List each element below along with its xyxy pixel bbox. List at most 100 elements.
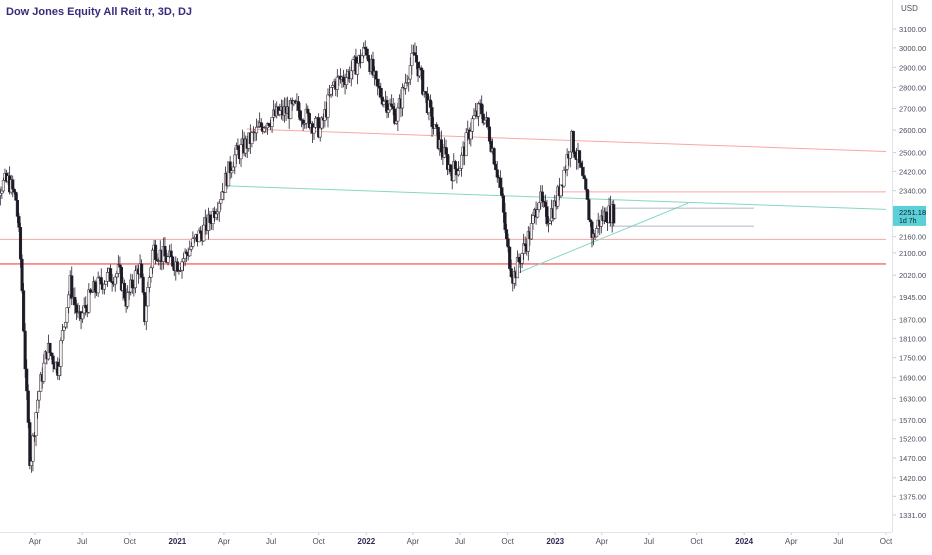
y-tick-label: 3100.00 <box>899 25 926 34</box>
candle-down <box>123 283 126 298</box>
candle-down <box>75 305 78 313</box>
candle-up <box>251 133 254 144</box>
candle-down <box>94 282 97 292</box>
candle-down <box>421 70 424 94</box>
candle-up <box>319 128 322 137</box>
currency-label: USD <box>901 4 918 13</box>
candle-up <box>536 210 539 217</box>
candle-up <box>240 145 243 159</box>
price-axis: USD3100.003000.002900.002800.002700.0026… <box>892 4 926 520</box>
y-tick-label: 1630.00 <box>899 395 926 404</box>
candle-up <box>313 127 316 133</box>
candle-down <box>27 391 30 423</box>
candle-down <box>299 110 302 119</box>
candle-up <box>459 168 462 170</box>
candle-down <box>50 353 53 356</box>
candle-up <box>67 295 70 308</box>
candle-up <box>88 290 91 312</box>
resistance-line[interactable] <box>247 129 886 152</box>
time-axis-border <box>0 532 892 533</box>
candle-down <box>505 230 508 239</box>
candle-down <box>260 123 263 127</box>
candle-up <box>188 249 191 255</box>
candle-down <box>425 91 428 93</box>
candle-up <box>60 341 63 367</box>
candle-down <box>379 88 382 97</box>
y-tick-label: 3000.00 <box>899 44 926 53</box>
y-tick-label: 2500.00 <box>899 149 926 158</box>
candle-down <box>415 55 418 62</box>
candle-up <box>532 216 535 224</box>
candle-down <box>501 188 504 196</box>
candle-down <box>581 167 584 175</box>
candle-down <box>494 164 497 170</box>
candle-down <box>170 251 173 257</box>
chart-title: Dow Jones Equity All Reit tr, 3D, DJ <box>6 6 192 18</box>
candle-up <box>145 306 148 322</box>
candle-down <box>440 140 443 153</box>
candle-up <box>538 203 541 210</box>
candle-down <box>74 297 77 305</box>
candle-up <box>147 287 150 306</box>
candle-down <box>164 246 167 256</box>
candle-down <box>52 356 55 364</box>
candle-up <box>148 277 151 287</box>
candle-up <box>66 308 69 323</box>
candle-up <box>2 180 5 191</box>
candle-up <box>103 284 106 289</box>
candle-down <box>496 170 499 177</box>
candle-up <box>182 259 185 262</box>
candle-down <box>435 125 438 128</box>
candle-down <box>449 165 452 172</box>
y-tick-label: 2100.00 <box>899 249 926 258</box>
candle-down <box>504 212 507 229</box>
candle-down <box>13 189 16 192</box>
candle-up <box>383 101 386 104</box>
candle-down <box>429 100 432 107</box>
x-tick-label: Jul <box>77 537 87 546</box>
candle-down <box>390 104 393 107</box>
candle-up <box>409 66 412 79</box>
candle-up <box>35 413 38 436</box>
price-tag-value: 2251.18 <box>899 208 926 217</box>
y-tick-label: 2160.00 <box>899 233 926 242</box>
candle-down <box>297 102 300 111</box>
y-tick-label: 1810.00 <box>899 334 926 343</box>
candle-down <box>586 189 589 199</box>
candle-up <box>215 214 218 218</box>
candle-up <box>0 193 2 195</box>
candle-down <box>583 176 586 179</box>
candle-up <box>345 78 348 85</box>
candle-up <box>477 103 480 116</box>
candle-up <box>471 119 474 132</box>
candle-down <box>445 147 448 154</box>
candle-down <box>185 252 188 254</box>
candle-down <box>376 79 379 86</box>
candle-down <box>21 259 24 291</box>
candle-up <box>549 221 552 223</box>
candle-down <box>22 291 25 331</box>
y-tick-label: 1750.00 <box>899 354 926 363</box>
y-tick-label: 2020.00 <box>899 271 926 280</box>
candle-up <box>192 239 195 247</box>
candle-down <box>142 277 145 292</box>
x-tick-label: 2022 <box>357 537 375 546</box>
x-tick-label: Oct <box>880 537 893 546</box>
candle-down <box>510 269 513 277</box>
candle-up <box>232 167 235 171</box>
y-tick-label: 2340.00 <box>899 187 926 196</box>
candle-up <box>560 185 563 196</box>
candle-down <box>612 204 615 223</box>
candle-up <box>150 268 153 278</box>
candle-down <box>18 216 21 227</box>
candle-up <box>327 95 330 117</box>
candle-up <box>473 116 476 119</box>
candle-up <box>595 228 598 236</box>
candle-down <box>171 257 174 266</box>
candle-up <box>563 170 566 186</box>
candle-up <box>397 108 400 121</box>
candle-up <box>521 253 524 263</box>
x-tick-label: 2021 <box>168 537 186 546</box>
